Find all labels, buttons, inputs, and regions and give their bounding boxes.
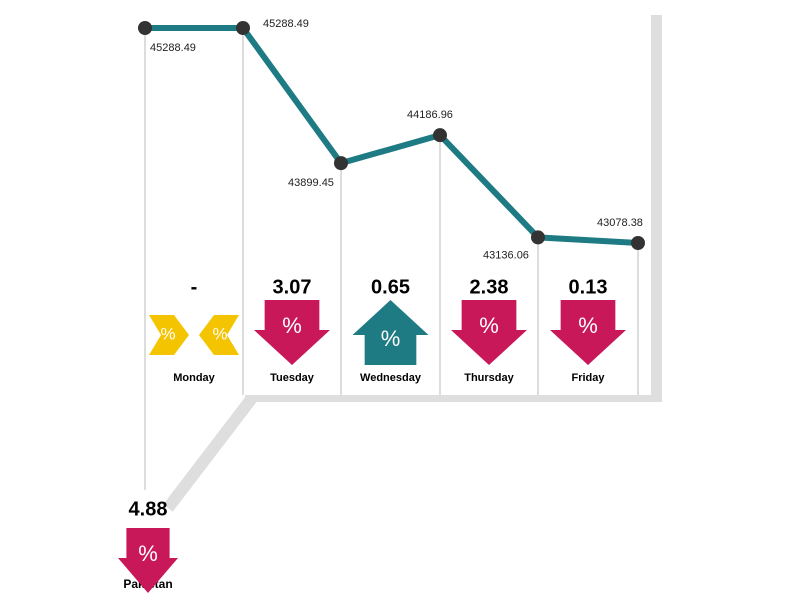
arrow-symbol: % — [381, 326, 401, 351]
down-arrow — [118, 528, 178, 593]
arrow-symbol: % — [282, 313, 302, 338]
point-label: 43899.45 — [288, 177, 334, 189]
change-label: 3.07 — [273, 276, 312, 298]
point-label: 43078.38 — [597, 217, 643, 229]
down-arrow — [451, 300, 527, 365]
point — [334, 156, 348, 171]
pakistan-change: 4.88 — [129, 498, 168, 520]
day-label: Wednesday — [360, 372, 422, 384]
point — [138, 21, 152, 35]
point-label: 44186.96 — [407, 109, 453, 121]
point — [236, 21, 250, 35]
point-label: 45288.49 — [150, 42, 196, 54]
arrow-symbol: % — [578, 313, 598, 338]
change-label: 0.65 — [371, 276, 410, 298]
down-arrow — [254, 300, 330, 365]
arrow-symbol: % — [138, 541, 158, 566]
day-label: Friday — [571, 372, 605, 384]
day-label: Thursday — [464, 372, 514, 384]
day-label: Tuesday — [270, 372, 315, 384]
down-arrow — [550, 300, 626, 365]
flat-arrow — [199, 315, 239, 355]
flat-arrow — [149, 315, 189, 355]
arrow-symbol: % — [479, 313, 499, 338]
up-arrow — [352, 300, 429, 365]
point — [631, 236, 645, 250]
change-label: - — [191, 276, 198, 298]
callout-band — [163, 394, 257, 512]
arrow-symbol: % — [212, 324, 227, 343]
point — [433, 128, 447, 143]
day-label: Monday — [173, 372, 215, 384]
point — [531, 230, 545, 245]
change-label: 0.13 — [569, 276, 608, 298]
point-label: 43136.06 — [483, 249, 529, 261]
arrow-symbol: % — [160, 324, 175, 343]
change-label: 2.38 — [470, 276, 509, 298]
point-label: 45288.49 — [263, 18, 309, 30]
index-line — [145, 25, 639, 246]
